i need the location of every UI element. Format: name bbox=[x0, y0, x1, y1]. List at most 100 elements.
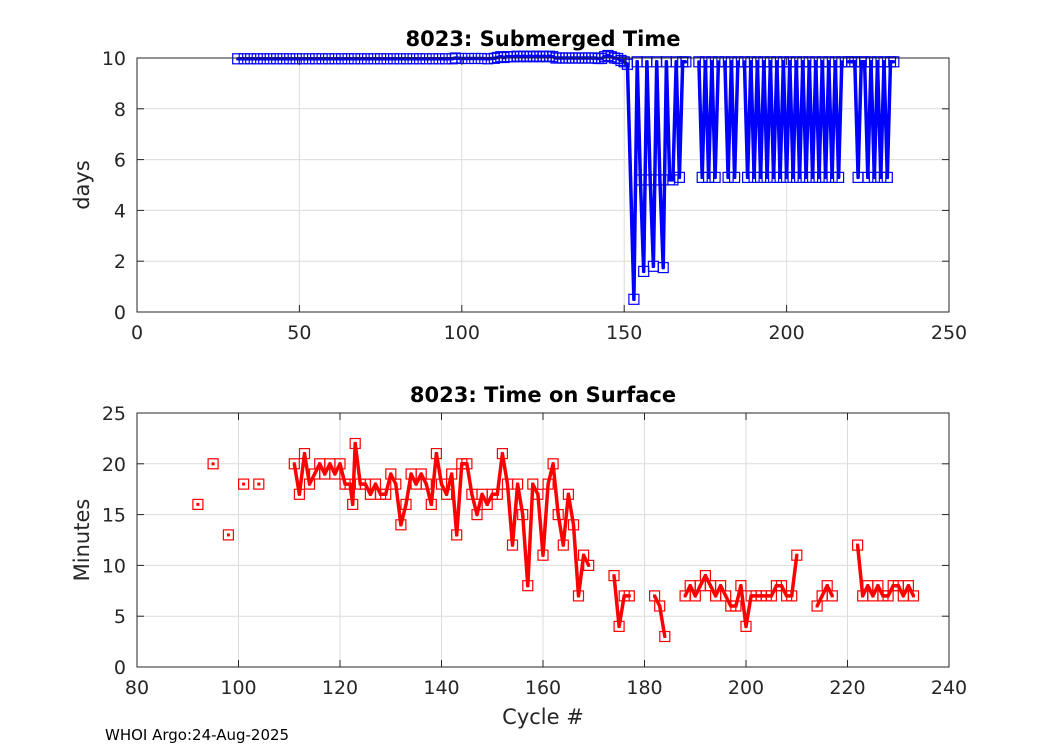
bottom-data-point bbox=[380, 488, 392, 500]
top-data-point-center bbox=[327, 57, 331, 61]
bottom-x-tick-label: 200 bbox=[728, 677, 764, 699]
top-y-axis-label: days bbox=[70, 160, 94, 210]
bottom-data-point-center bbox=[617, 624, 621, 628]
top-data-point-center bbox=[671, 178, 675, 182]
top-data-point-center bbox=[609, 55, 613, 59]
bottom-data-point-center bbox=[541, 553, 545, 557]
bottom-data-point-center bbox=[653, 594, 657, 598]
bottom-y-tick-label: 15 bbox=[102, 505, 126, 527]
top-data-point-center bbox=[755, 60, 759, 64]
bottom-data-point-center bbox=[866, 584, 870, 588]
bottom-data-point-center bbox=[303, 452, 306, 456]
top-data-point-center bbox=[866, 175, 870, 179]
top-data-point-center bbox=[811, 175, 815, 179]
bottom-data-point bbox=[222, 529, 234, 541]
top-data-point-center bbox=[450, 57, 454, 61]
top-data-point-center bbox=[398, 57, 402, 61]
bottom-data-point bbox=[826, 590, 838, 602]
bottom-data-point bbox=[730, 600, 742, 612]
bottom-data-point-center bbox=[475, 513, 479, 517]
bottom-data-point-center bbox=[399, 523, 403, 527]
top-data-point-center bbox=[551, 55, 555, 59]
top-data-point-center bbox=[807, 60, 811, 64]
bottom-data-point-center bbox=[830, 594, 834, 598]
top-data-point-center bbox=[366, 57, 370, 61]
bottom-x-tick-label: 240 bbox=[931, 677, 967, 699]
bottom-data-point-center bbox=[351, 502, 355, 506]
top-data-point-center bbox=[869, 60, 873, 64]
top-y-tick-label: 0 bbox=[114, 302, 126, 324]
bottom-y-tick-label: 10 bbox=[102, 555, 126, 577]
top-x-tick-label: 250 bbox=[931, 322, 967, 344]
bottom-data-point-center bbox=[734, 604, 738, 608]
top-data-point-center bbox=[775, 60, 779, 64]
bottom-data-point-center bbox=[450, 472, 454, 476]
bottom-data-point-center bbox=[313, 472, 317, 476]
bottom-data-point-center bbox=[780, 584, 783, 588]
top-data-point-center bbox=[703, 60, 707, 64]
top-data-point-center bbox=[752, 175, 756, 179]
top-data-point-center bbox=[759, 175, 763, 179]
top-data-point-center bbox=[236, 57, 240, 61]
top-data-point-center bbox=[863, 60, 867, 64]
bottom-data-point-center bbox=[896, 584, 900, 588]
bottom-data-point-center bbox=[703, 574, 707, 578]
top-y-tick-label: 8 bbox=[114, 99, 126, 121]
top-y-tick-label: 6 bbox=[114, 150, 126, 172]
bottom-tick-labels: 80 100 120 140 160 180 200 220 240 0 5 10 15 20 25 bbox=[102, 403, 967, 699]
top-data-point-center bbox=[746, 175, 750, 179]
bottom-data-point-center bbox=[485, 502, 489, 506]
bottom-data-point bbox=[608, 569, 620, 582]
bottom-data-point bbox=[430, 448, 442, 460]
bottom-data-point bbox=[347, 498, 359, 510]
top-y-tick-label: 10 bbox=[102, 48, 126, 70]
bottom-data-point-center bbox=[739, 584, 743, 588]
top-data-point-center bbox=[814, 60, 818, 64]
bottom-data-point-center bbox=[815, 604, 819, 608]
bottom-data-point-center bbox=[709, 584, 712, 588]
top-chart-title: 8023: Submerged Time bbox=[405, 27, 680, 51]
bottom-data-point-center bbox=[861, 594, 865, 598]
bottom-data-point-center bbox=[506, 482, 509, 486]
bottom-y-axis-label: Minutes bbox=[70, 499, 94, 582]
top-data-point-center bbox=[785, 175, 789, 179]
bottom-data-point-center bbox=[323, 472, 327, 476]
bottom-data-point bbox=[420, 478, 432, 490]
bottom-data-point-center bbox=[698, 584, 702, 588]
bottom-data-point-center bbox=[714, 594, 718, 598]
top-data-point-center bbox=[798, 175, 802, 179]
top-data-point-center bbox=[768, 60, 772, 64]
bottom-data-point-center bbox=[825, 584, 829, 588]
top-data-point bbox=[709, 171, 721, 183]
top-x-tick-label: 100 bbox=[444, 322, 480, 344]
bottom-data-point-center bbox=[465, 462, 469, 466]
top-data-point-center bbox=[242, 57, 246, 61]
bottom-series-line bbox=[855, 544, 916, 598]
top-data-point-center bbox=[379, 57, 383, 61]
bottom-data-point-center bbox=[338, 462, 342, 466]
top-data-point-center bbox=[882, 60, 886, 64]
bottom-data-point bbox=[557, 539, 569, 551]
top-data-point-center bbox=[716, 60, 720, 64]
bottom-data-point bbox=[537, 549, 549, 561]
bottom-data-point-center bbox=[546, 482, 550, 486]
bottom-data-point-center bbox=[876, 584, 880, 588]
bottom-data-point-center bbox=[318, 462, 322, 466]
top-data-point-center bbox=[791, 175, 795, 179]
top-data-point-center bbox=[664, 60, 668, 64]
top-data-point-center bbox=[392, 57, 396, 61]
bottom-data-point-center bbox=[886, 594, 890, 598]
bottom-data-point bbox=[400, 498, 412, 510]
top-data-point-center bbox=[697, 60, 701, 64]
bottom-data-point-center bbox=[582, 553, 586, 557]
bottom-data-point-center bbox=[434, 452, 438, 456]
top-data-point-center bbox=[359, 57, 363, 61]
bottom-series-line bbox=[612, 575, 630, 629]
bottom-data-point bbox=[735, 580, 747, 592]
bottom-data-point bbox=[253, 478, 265, 490]
top-data-point-center bbox=[707, 175, 711, 179]
top-data-point bbox=[618, 56, 630, 68]
top-data-point-center bbox=[820, 60, 824, 64]
bottom-data-point bbox=[567, 519, 580, 531]
top-data-point-center bbox=[661, 266, 665, 270]
